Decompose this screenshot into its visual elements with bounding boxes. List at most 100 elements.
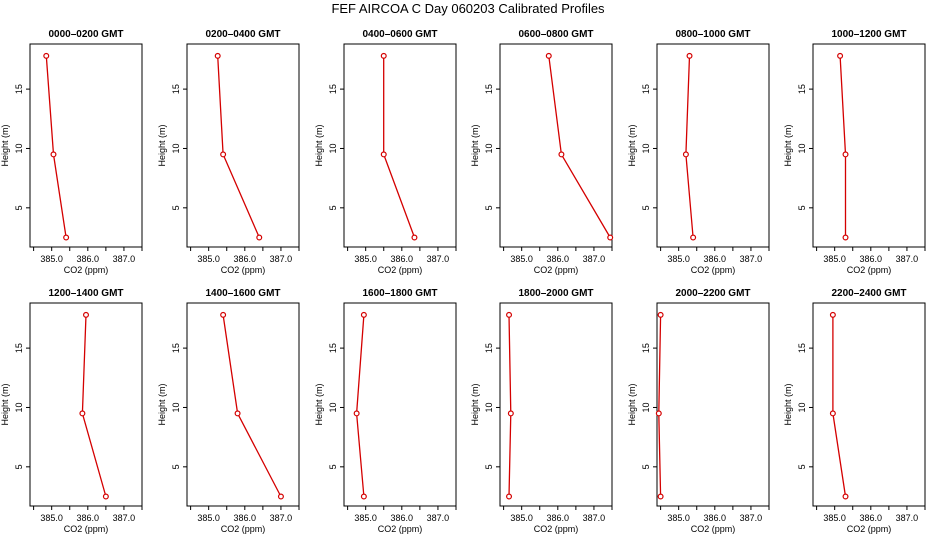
x-tick-label: 387.0 bbox=[896, 254, 919, 264]
profile-panel-9: 1600–1800 GMT 385.0 386.0 387.0 5 10 15 CO2 (pp… bbox=[314, 288, 457, 534]
panel-title: 0200–0400 GMT bbox=[205, 29, 280, 40]
y-tick-label: 15 bbox=[14, 343, 24, 353]
x-tick-label: 385.0 bbox=[40, 254, 63, 264]
y-tick-label: 5 bbox=[328, 464, 338, 469]
y-axis-label: Height (m) bbox=[627, 124, 637, 166]
y-tick-label: 5 bbox=[328, 205, 338, 210]
y-tick-label: 5 bbox=[641, 464, 651, 469]
x-tick-label: 385.0 bbox=[354, 254, 377, 264]
y-tick-label: 15 bbox=[641, 343, 651, 353]
y-axis-label: Height (m) bbox=[627, 383, 637, 425]
profile-point bbox=[234, 410, 241, 417]
panel-title: 2000–2200 GMT bbox=[675, 288, 750, 299]
y-axis-label: Height (m) bbox=[314, 383, 324, 425]
profile-panel-1: 0000–0200 GMT 385.0 386.0 387.0 5 10 15 CO2 (pp… bbox=[0, 29, 143, 275]
y-tick-label: 10 bbox=[641, 402, 651, 412]
x-tick-label: 386.0 bbox=[234, 513, 257, 523]
x-tick-label: 385.0 bbox=[667, 513, 690, 523]
x-tick-label: 386.0 bbox=[547, 254, 570, 264]
y-axis-label: Height (m) bbox=[0, 124, 10, 166]
profile-panel-2: 0200–0400 GMT 385.0 386.0 387.0 5 10 15 CO2 (pp… bbox=[157, 29, 300, 275]
x-tick-label: 386.0 bbox=[860, 254, 883, 264]
y-tick-label: 5 bbox=[484, 205, 494, 210]
x-tick-label: 385.0 bbox=[40, 513, 63, 523]
y-tick-label: 15 bbox=[171, 343, 181, 353]
profile-point bbox=[842, 151, 849, 158]
profile-point bbox=[220, 311, 227, 318]
profile-point bbox=[214, 52, 221, 59]
x-tick-label: 387.0 bbox=[583, 513, 606, 523]
profile-point bbox=[657, 311, 664, 318]
profile-panel-11: 2000–2200 GMT 385.0 386.0 387.0 5 10 15 CO2 (pp… bbox=[627, 288, 770, 534]
profile-point bbox=[360, 493, 367, 500]
panel-title: 0400–0600 GMT bbox=[362, 29, 437, 40]
y-axis-label: Height (m) bbox=[314, 124, 324, 166]
plot-frame bbox=[186, 43, 300, 248]
x-tick-label: 387.0 bbox=[113, 254, 136, 264]
x-tick-label: 385.0 bbox=[510, 513, 533, 523]
profile-point bbox=[507, 410, 514, 417]
y-tick-label: 5 bbox=[641, 205, 651, 210]
x-tick-label: 386.0 bbox=[547, 513, 570, 523]
x-axis-label: CO2 (ppm) bbox=[534, 265, 579, 275]
x-tick-label: 387.0 bbox=[896, 513, 919, 523]
panel-title: 1400–1600 GMT bbox=[205, 288, 280, 299]
y-tick-label: 5 bbox=[171, 464, 181, 469]
x-tick-label: 386.0 bbox=[704, 254, 727, 264]
y-tick-label: 5 bbox=[14, 205, 24, 210]
plot-frame bbox=[29, 43, 143, 248]
profile-point bbox=[353, 410, 360, 417]
y-axis-label: Height (m) bbox=[783, 124, 793, 166]
profile-panel-7: 1200–1400 GMT 385.0 386.0 387.0 5 10 15 CO2 (pp… bbox=[0, 288, 143, 534]
y-tick-label: 10 bbox=[328, 143, 338, 153]
x-axis-label: CO2 (ppm) bbox=[691, 524, 736, 534]
y-tick-label: 10 bbox=[328, 402, 338, 412]
x-tick-label: 386.0 bbox=[391, 513, 414, 523]
y-axis-label: Height (m) bbox=[0, 383, 10, 425]
x-tick-label: 386.0 bbox=[860, 513, 883, 523]
profile-point bbox=[380, 52, 387, 59]
panel-title: 1000–1200 GMT bbox=[831, 29, 906, 40]
x-tick-label: 385.0 bbox=[354, 513, 377, 523]
y-tick-label: 10 bbox=[797, 402, 807, 412]
profile-line bbox=[217, 55, 260, 238]
profile-line bbox=[548, 55, 611, 238]
x-tick-label: 387.0 bbox=[740, 254, 763, 264]
profile-point bbox=[545, 52, 552, 59]
x-tick-label: 385.0 bbox=[197, 513, 220, 523]
profile-panel-12: 2200–2400 GMT 385.0 386.0 387.0 5 10 15 CO2 (pp… bbox=[783, 288, 926, 534]
x-tick-label: 387.0 bbox=[270, 513, 293, 523]
profile-line bbox=[81, 314, 107, 497]
profile-panel-8: 1400–1600 GMT 385.0 386.0 387.0 5 10 15 CO2 (pp… bbox=[157, 288, 300, 534]
y-tick-label: 10 bbox=[797, 143, 807, 153]
x-axis-label: CO2 (ppm) bbox=[691, 265, 736, 275]
y-tick-label: 15 bbox=[797, 343, 807, 353]
y-tick-label: 10 bbox=[171, 143, 181, 153]
profile-point bbox=[102, 493, 109, 500]
profile-point bbox=[842, 234, 849, 241]
y-axis-label: Height (m) bbox=[470, 124, 480, 166]
profile-point bbox=[829, 410, 836, 417]
x-axis-label: CO2 (ppm) bbox=[64, 265, 109, 275]
panel-title: 0600–0800 GMT bbox=[518, 29, 593, 40]
profile-line bbox=[355, 314, 365, 497]
x-tick-label: 387.0 bbox=[583, 254, 606, 264]
profile-line bbox=[508, 314, 512, 497]
plot-frame bbox=[186, 302, 300, 507]
profile-point bbox=[82, 311, 89, 318]
profile-point bbox=[655, 410, 662, 417]
profile-point bbox=[686, 52, 693, 59]
y-tick-label: 15 bbox=[14, 84, 24, 94]
y-tick-label: 10 bbox=[171, 402, 181, 412]
profile-point bbox=[837, 52, 844, 59]
figure-title: FEF AIRCOA C Day 060203 Calibrated Profi… bbox=[331, 1, 605, 16]
y-axis-label: Height (m) bbox=[783, 383, 793, 425]
x-axis-label: CO2 (ppm) bbox=[847, 524, 892, 534]
y-tick-label: 15 bbox=[797, 84, 807, 94]
profile-point bbox=[380, 151, 387, 158]
plot-frame bbox=[656, 302, 770, 507]
profile-line bbox=[383, 55, 416, 238]
y-tick-label: 5 bbox=[484, 464, 494, 469]
profile-point bbox=[220, 151, 227, 158]
profile-point bbox=[277, 493, 284, 500]
